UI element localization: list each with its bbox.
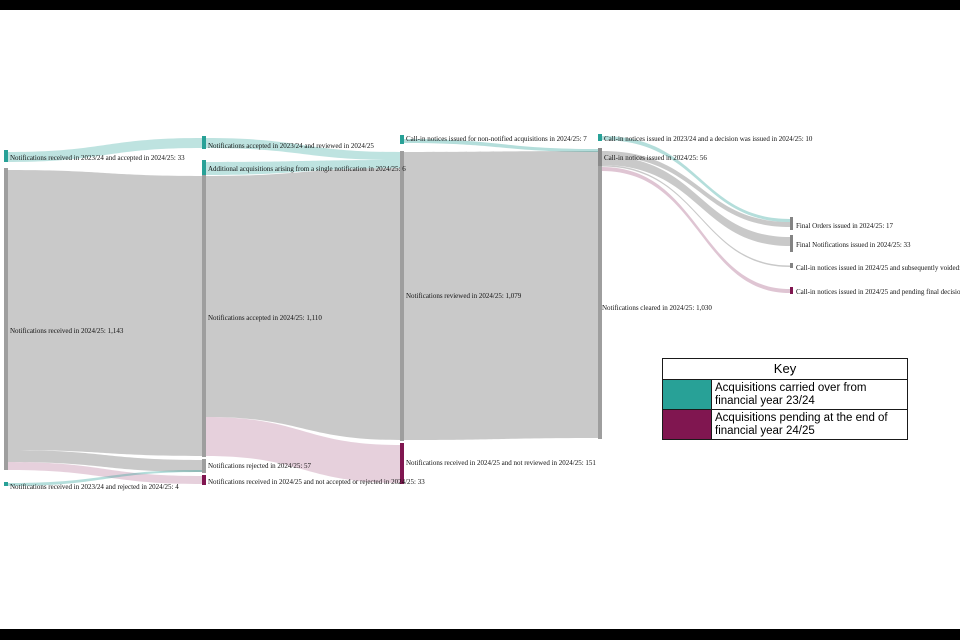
node-callin-2425 [598, 148, 602, 166]
label-callin-pending-decision: Call-in notices issued in 2024/25 and pe… [796, 288, 960, 296]
node-rejected-2425 [202, 459, 206, 473]
label-callin-2425: Call-in notices issued in 2024/25: 56 [604, 154, 707, 162]
node-callin-2324-decision [598, 134, 602, 141]
label-callin-voided: Call-in notices issued in 2024/25 and su… [796, 264, 960, 272]
flow-reviewed2324-to-reviewed [206, 138, 400, 160]
node-accepted-2324-reviewed [202, 136, 206, 149]
flows-gray [8, 151, 790, 472]
node-accepted-2425 [202, 175, 206, 457]
node-callin-voided [790, 263, 793, 268]
label-additional-acquisitions: Additional acquisitions arising from a s… [208, 165, 406, 173]
label-received-2324-rejected: Notifications received in 2023/24 and re… [10, 483, 179, 491]
node-callin-pending-decision [790, 287, 793, 294]
label-cleared-2425: Notifications cleared in 2024/25: 1,030 [602, 304, 712, 312]
node-received-2324-rejected [4, 482, 8, 486]
node-received-2425 [4, 168, 8, 470]
flow-received-to-not-accepted [8, 462, 202, 484]
flow-callin-to-final-orders [602, 151, 790, 227]
node-not-accepted-or-rejected [202, 475, 206, 485]
flows-pink [8, 167, 790, 484]
legend: Key Acquisitions carried over from finan… [662, 358, 908, 440]
node-cleared-2425 [598, 148, 602, 439]
label-accepted-2324-reviewed: Notifications accepted in 2023/24 and re… [208, 142, 374, 150]
node-reviewed-2425 [400, 151, 404, 441]
legend-title: Key [773, 361, 797, 376]
letterbox-bottom [0, 629, 960, 640]
node-not-reviewed-2425 [400, 443, 404, 484]
label-received-2425: Notifications received in 2024/25: 1,143 [10, 327, 124, 335]
node-callin-non-notified [400, 135, 404, 144]
flow-received-to-accepted [8, 170, 202, 456]
label-not-reviewed-2425: Notifications received in 2024/25 and no… [406, 459, 596, 467]
label-callin-non-notified: Call-in notices issued for non-notified … [406, 135, 587, 143]
flow-received-to-rejected [8, 450, 202, 472]
letterbox-top [0, 0, 960, 10]
flow-accepted-to-not-reviewed [206, 417, 400, 483]
flow-received2324-to-rejected [8, 470, 202, 486]
legend-label-pending: Acquisitions pending at the end of finan… [715, 412, 888, 438]
flow-additional-to-reviewed [206, 160, 400, 175]
flow-callin-to-final-notifications [602, 156, 790, 246]
legend-swatch-carried-over [663, 380, 712, 409]
label-final-orders: Final Orders issued in 2024/25: 17 [796, 222, 894, 230]
flow-accepted2324-to-reviewed2324 [8, 138, 202, 162]
label-final-notifications: Final Notifications issued in 2024/25: 3… [796, 241, 911, 249]
node-labels: Notifications received in 2023/24 and ac… [10, 135, 960, 491]
node-additional-acquisitions [202, 160, 206, 175]
label-accepted-2425: Notifications accepted in 2024/25: 1,110 [208, 314, 322, 322]
legend-swatch-pending [663, 410, 712, 439]
flows-teal [8, 136, 790, 486]
label-received-2324-accepted: Notifications received in 2023/24 and ac… [10, 154, 185, 162]
label-not-accepted-or-rejected: Notifications received in 2024/25 and no… [208, 478, 425, 486]
node-final-notifications [790, 235, 793, 252]
flow-reviewed-to-cleared-and-callin [404, 151, 598, 440]
legend-label-carried-over: Acquisitions carried over from financial… [715, 382, 867, 408]
node-bars [4, 134, 793, 486]
node-received-2324-accepted [4, 150, 8, 162]
label-reviewed-2425: Notifications reviewed in 2024/25: 1,079 [406, 292, 522, 300]
legend-row-pending: Acquisitions pending at the end of finan… [663, 409, 907, 439]
legend-row-carried-over: Acquisitions carried over from financial… [663, 379, 907, 409]
label-callin-2324-decision: Call-in notices issued in 2023/24 and a … [604, 135, 813, 143]
flow-nonnotified-to-callin [404, 139, 598, 152]
node-final-orders [790, 217, 793, 230]
flow-accepted-to-reviewed [206, 168, 400, 440]
label-rejected-2425: Notifications rejected in 2024/25: 57 [208, 462, 312, 470]
